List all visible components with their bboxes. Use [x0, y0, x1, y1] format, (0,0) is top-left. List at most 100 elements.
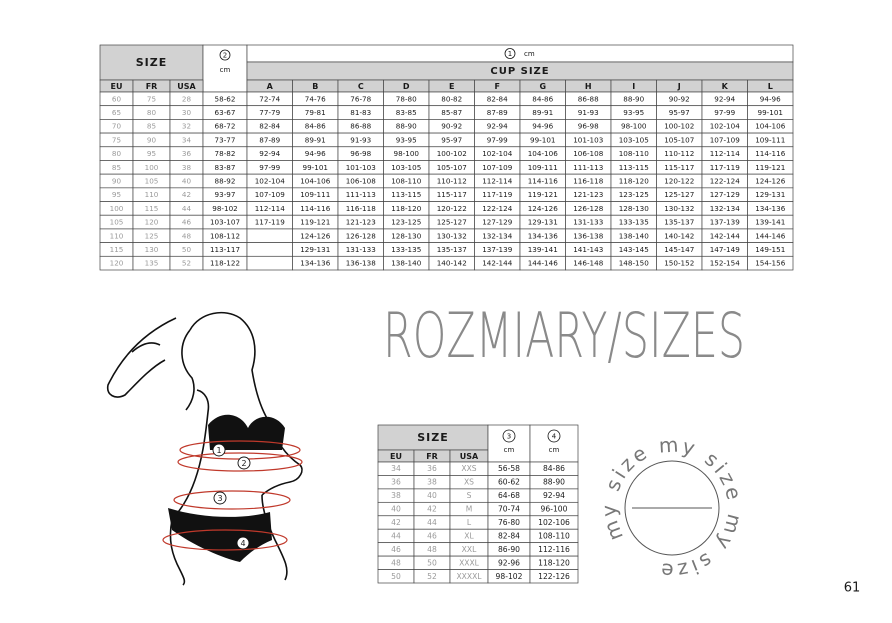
cell-text: 92-96 [498, 558, 520, 567]
cell-text: 100-102 [437, 149, 467, 158]
cell-text: 75 [147, 94, 156, 103]
cell-text: 64-68 [498, 491, 520, 500]
cell-text: 114-116 [755, 149, 785, 158]
title: ROZMIARY/SIZES [383, 299, 745, 372]
cell-text: 97-99 [714, 108, 735, 117]
cell-text: 46 [427, 531, 437, 540]
page-number: 61 [844, 581, 861, 596]
cell-text: 92-94 [487, 122, 508, 131]
cell-text: 99-101 [530, 135, 555, 144]
cell-text: I [632, 82, 635, 91]
cell-text: 111-113 [346, 190, 376, 199]
cell-text: 36 [427, 464, 437, 473]
cell-text: 80-82 [441, 94, 462, 103]
marker-circle [212, 443, 226, 457]
cell-text: 138-140 [391, 259, 421, 268]
cell-text: 133-135 [619, 218, 649, 227]
cell-text: 125-127 [664, 190, 694, 199]
cell-text: 105-107 [664, 135, 694, 144]
cell-text: 101-103 [573, 135, 603, 144]
cell-text: 129-131 [528, 218, 558, 227]
cell-text: 115 [145, 204, 159, 213]
cell-text: XXXL [459, 558, 480, 567]
cell-text: L [467, 518, 472, 527]
cell-text: 92-94 [714, 94, 735, 103]
cell-text: XXL [462, 545, 477, 554]
cell-text: 104-106 [300, 177, 330, 186]
cell-text: 80 [112, 149, 122, 158]
cell-text: 70 [112, 122, 122, 131]
cell-text: 97-99 [259, 163, 280, 172]
cell-text: 109-111 [528, 163, 558, 172]
cell-text: 100 [110, 204, 124, 213]
marker-circle [236, 536, 250, 550]
cell-text: 147-149 [710, 245, 740, 254]
cell-text: cm [504, 446, 515, 454]
cell-text: 131-133 [346, 245, 376, 254]
cell-text: 42 [427, 505, 437, 514]
marker-number: 1 [216, 446, 221, 455]
cell-text: 40 [182, 177, 192, 186]
cell-text: 134-136 [300, 259, 330, 268]
cell-text: 63-67 [215, 108, 236, 117]
bust-header [246, 44, 794, 63]
cell-text: XL [464, 531, 474, 540]
cell-text: 107-109 [710, 135, 740, 144]
figure-markers: 1 2 3 4 [212, 443, 251, 550]
cell-text: 78-82 [215, 149, 236, 158]
cell-text: 88-90 [543, 478, 565, 487]
cell-text: 34 [182, 135, 192, 144]
cell-text: 93-95 [623, 108, 644, 117]
cell-text: 102-104 [710, 122, 740, 131]
marker-circle [213, 491, 227, 505]
cell-text: 117-119 [710, 163, 740, 172]
cell-text: 96-98 [578, 122, 599, 131]
cell-text: 122-126 [538, 572, 570, 581]
cell-text: 128-130 [619, 204, 649, 213]
cell-text: 44 [427, 518, 437, 527]
cell-text: 126-128 [573, 204, 603, 213]
cell-text: 108-110 [538, 531, 570, 540]
cell-text: 70-74 [498, 505, 520, 514]
cell-text: 44 [182, 204, 192, 213]
cell-text: 52 [182, 259, 191, 268]
cell-text: 85 [147, 122, 156, 131]
cell-text: 56-58 [498, 464, 520, 473]
cell-text: 116-118 [346, 204, 376, 213]
cell-text: 42 [182, 190, 191, 199]
cell-text: 113-115 [391, 190, 421, 199]
size-header [377, 424, 489, 451]
cell [246, 255, 293, 271]
cell-text: 86-90 [498, 545, 520, 554]
cell-text: XS [464, 478, 474, 487]
cell-text: 89-91 [305, 135, 326, 144]
cell-text: 115 [110, 245, 124, 254]
cell-text: XXXXL [456, 572, 482, 581]
cell-text: 91-93 [578, 108, 599, 117]
cell-text: 143-145 [619, 245, 649, 254]
cell-text: 130-132 [664, 204, 694, 213]
cell-text: 127-129 [482, 218, 512, 227]
cell-text: 142-144 [710, 231, 740, 240]
cell-text: 84-86 [543, 464, 565, 473]
cell-text: 50 [182, 245, 192, 254]
cell-text: 131-133 [573, 218, 603, 227]
cell [747, 255, 794, 271]
cell-text: 103-105 [619, 135, 649, 144]
marker-number: 1 [508, 50, 512, 58]
cell-text: XXS [461, 464, 476, 473]
cell-text: 118-122 [210, 259, 240, 268]
cell-text: 34 [391, 464, 401, 473]
cell-text: 108-110 [391, 177, 421, 186]
cell-text: 85 [112, 163, 121, 172]
cell-text: 98-100 [621, 122, 647, 131]
cell-text: 96-98 [350, 149, 371, 158]
cell-text: 95 [147, 149, 156, 158]
cell-text: 93-97 [215, 190, 236, 199]
cell-text: 104-106 [755, 122, 785, 131]
cell-text: 115-117 [664, 163, 694, 172]
cell-text: 84-86 [305, 122, 326, 131]
cell-text: 32 [182, 122, 191, 131]
cell-text: 76-78 [350, 94, 371, 103]
